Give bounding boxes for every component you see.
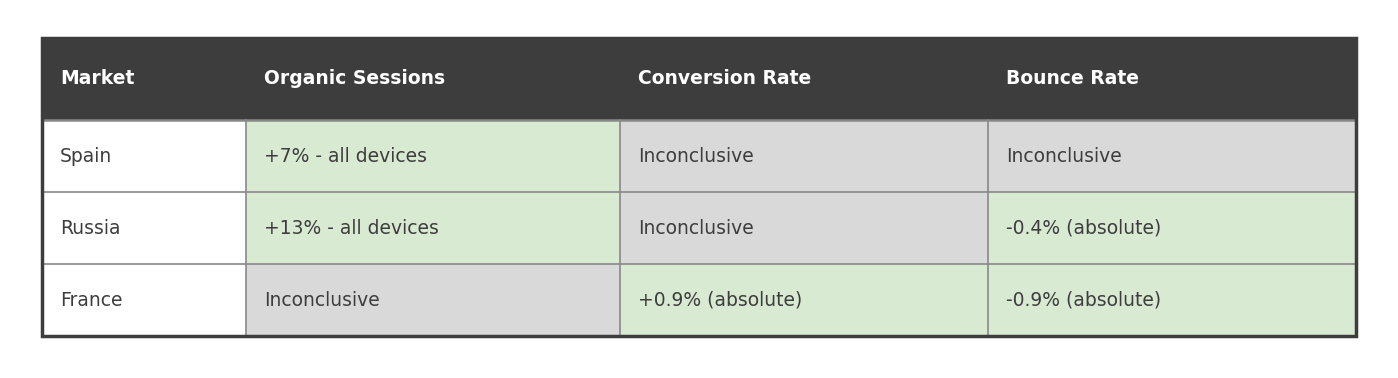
Bar	[621, 264, 988, 336]
Text: +7% - all devices: +7% - all devices	[264, 147, 426, 166]
Bar	[42, 38, 246, 120]
Bar	[42, 120, 246, 192]
Text: Spain: Spain	[60, 147, 112, 166]
Text: Conversion Rate: Conversion Rate	[637, 70, 811, 88]
Text: +13% - all devices: +13% - all devices	[264, 218, 439, 237]
Text: Inconclusive: Inconclusive	[264, 291, 379, 310]
Text: France: France	[60, 291, 123, 310]
Bar	[621, 192, 988, 264]
Text: Inconclusive: Inconclusive	[637, 147, 754, 166]
Bar	[42, 38, 1356, 336]
Bar	[988, 120, 1356, 192]
Text: Organic Sessions: Organic Sessions	[264, 70, 445, 88]
Bar	[988, 264, 1356, 336]
Text: Inconclusive: Inconclusive	[637, 218, 754, 237]
Text: Inconclusive: Inconclusive	[1007, 147, 1121, 166]
Bar	[621, 38, 988, 120]
Text: Market: Market	[60, 70, 134, 88]
Bar	[42, 264, 246, 336]
Bar	[621, 120, 988, 192]
Text: -0.4% (absolute): -0.4% (absolute)	[1007, 218, 1162, 237]
Text: +0.9% (absolute): +0.9% (absolute)	[637, 291, 802, 310]
Bar	[988, 192, 1356, 264]
Bar	[988, 38, 1356, 120]
Bar	[246, 264, 621, 336]
Text: Russia: Russia	[60, 218, 120, 237]
Text: -0.9% (absolute): -0.9% (absolute)	[1007, 291, 1162, 310]
Text: Bounce Rate: Bounce Rate	[1007, 70, 1139, 88]
Bar	[246, 192, 621, 264]
Bar	[42, 192, 246, 264]
Bar	[246, 120, 621, 192]
Bar	[246, 38, 621, 120]
